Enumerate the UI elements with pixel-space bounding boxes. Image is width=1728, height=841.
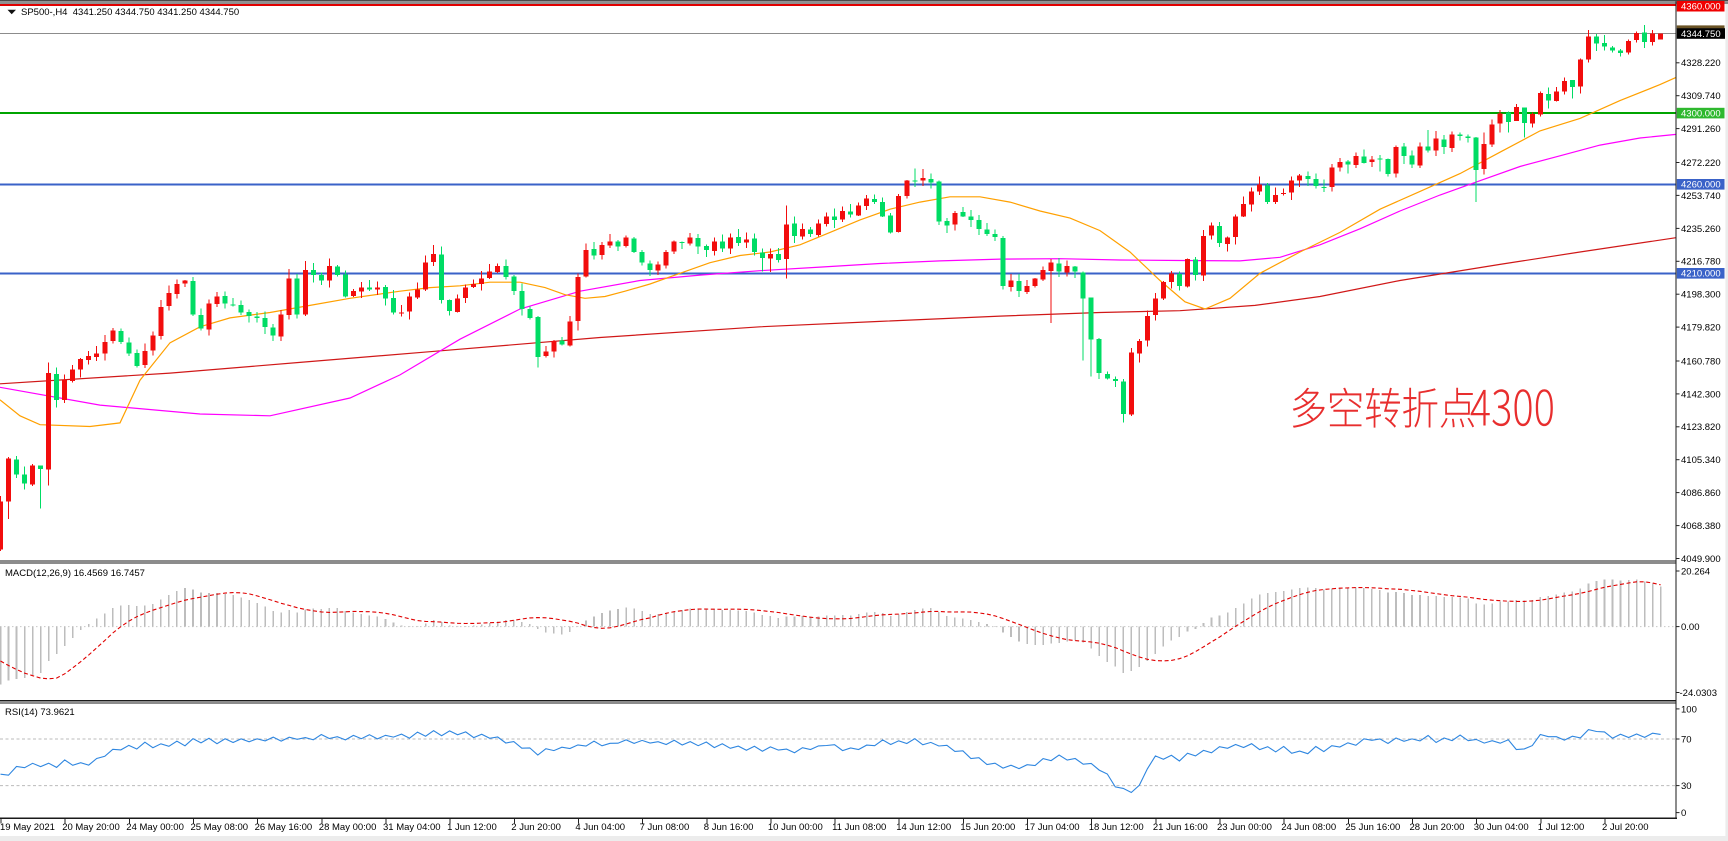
svg-text:4160.780: 4160.780 (1681, 356, 1721, 367)
svg-text:1 Jun 12:00: 1 Jun 12:00 (447, 822, 497, 833)
svg-text:0: 0 (1681, 808, 1686, 819)
svg-text:4253.740: 4253.740 (1681, 191, 1721, 202)
svg-text:2 Jul 20:00: 2 Jul 20:00 (1602, 822, 1648, 833)
svg-text:14 Jun 12:00: 14 Jun 12:00 (896, 822, 951, 833)
svg-text:2 Jun 20:00: 2 Jun 20:00 (511, 822, 561, 833)
svg-text:4142.300: 4142.300 (1681, 389, 1721, 400)
svg-text:10 Jun 00:00: 10 Jun 00:00 (768, 822, 823, 833)
svg-text:-24.0303: -24.0303 (1680, 688, 1718, 699)
svg-text:RSI(14) 73.9621: RSI(14) 73.9621 (5, 707, 75, 718)
svg-text:19 May 2021: 19 May 2021 (0, 822, 55, 833)
svg-text:18 Jun 12:00: 18 Jun 12:00 (1089, 822, 1144, 833)
svg-text:4123.820: 4123.820 (1681, 422, 1721, 433)
svg-text:4179.820: 4179.820 (1681, 323, 1721, 334)
svg-text:28 May 00:00: 28 May 00:00 (319, 822, 377, 833)
svg-text:26 May 16:00: 26 May 16:00 (255, 822, 313, 833)
svg-text:SP500-,H4 4341.250 4344.750 4: SP500-,H4 4341.250 4344.750 4341.250 434… (21, 7, 239, 18)
svg-text:4300.000: 4300.000 (1681, 109, 1721, 120)
svg-text:30: 30 (1681, 781, 1692, 792)
svg-text:20 May 20:00: 20 May 20:00 (62, 822, 120, 833)
svg-text:24 May 00:00: 24 May 00:00 (126, 822, 184, 833)
svg-text:1 Jul 12:00: 1 Jul 12:00 (1538, 822, 1584, 833)
svg-text:100: 100 (1681, 704, 1697, 715)
svg-text:30 Jun 04:00: 30 Jun 04:00 (1474, 822, 1529, 833)
svg-text:21 Jun 16:00: 21 Jun 16:00 (1153, 822, 1208, 833)
svg-text:25 May 08:00: 25 May 08:00 (191, 822, 249, 833)
svg-text:20.264: 20.264 (1681, 566, 1710, 577)
svg-text:4210.000: 4210.000 (1681, 269, 1721, 280)
svg-text:8 Jun 16:00: 8 Jun 16:00 (704, 822, 754, 833)
svg-text:7 Jun 08:00: 7 Jun 08:00 (640, 822, 690, 833)
svg-text:4291.260: 4291.260 (1681, 124, 1721, 135)
svg-text:MACD(12,26,9) 16.4569 16.7457: MACD(12,26,9) 16.4569 16.7457 (5, 568, 145, 579)
svg-text:4260.000: 4260.000 (1681, 180, 1721, 191)
svg-text:24 Jun 08:00: 24 Jun 08:00 (1281, 822, 1336, 833)
svg-text:0.00: 0.00 (1681, 622, 1700, 633)
svg-text:4049.900: 4049.900 (1681, 554, 1721, 565)
svg-text:15 Jun 20:00: 15 Jun 20:00 (960, 822, 1015, 833)
svg-text:4198.300: 4198.300 (1681, 290, 1721, 301)
svg-text:4328.220: 4328.220 (1681, 58, 1721, 69)
svg-text:4360.000: 4360.000 (1681, 2, 1721, 13)
svg-text:4235.260: 4235.260 (1681, 224, 1721, 235)
svg-text:17 Jun 04:00: 17 Jun 04:00 (1025, 822, 1080, 833)
svg-text:11 Jun 08:00: 11 Jun 08:00 (832, 822, 886, 833)
svg-text:4068.380: 4068.380 (1681, 521, 1721, 532)
svg-text:4272.220: 4272.220 (1681, 158, 1721, 169)
svg-text:23 Jun 00:00: 23 Jun 00:00 (1217, 822, 1272, 833)
svg-text:4 Jun 04:00: 4 Jun 04:00 (575, 822, 625, 833)
svg-text:28 Jun 20:00: 28 Jun 20:00 (1410, 822, 1465, 833)
svg-text:70: 70 (1681, 734, 1692, 745)
svg-text:4105.340: 4105.340 (1681, 455, 1721, 466)
svg-text:4344.750: 4344.750 (1681, 29, 1721, 40)
svg-text:31 May 04:00: 31 May 04:00 (383, 822, 441, 833)
svg-text:4309.740: 4309.740 (1681, 91, 1721, 102)
svg-text:25 Jun 16:00: 25 Jun 16:00 (1345, 822, 1400, 833)
svg-text:4216.780: 4216.780 (1681, 257, 1721, 268)
svg-text:4086.860: 4086.860 (1681, 488, 1721, 499)
